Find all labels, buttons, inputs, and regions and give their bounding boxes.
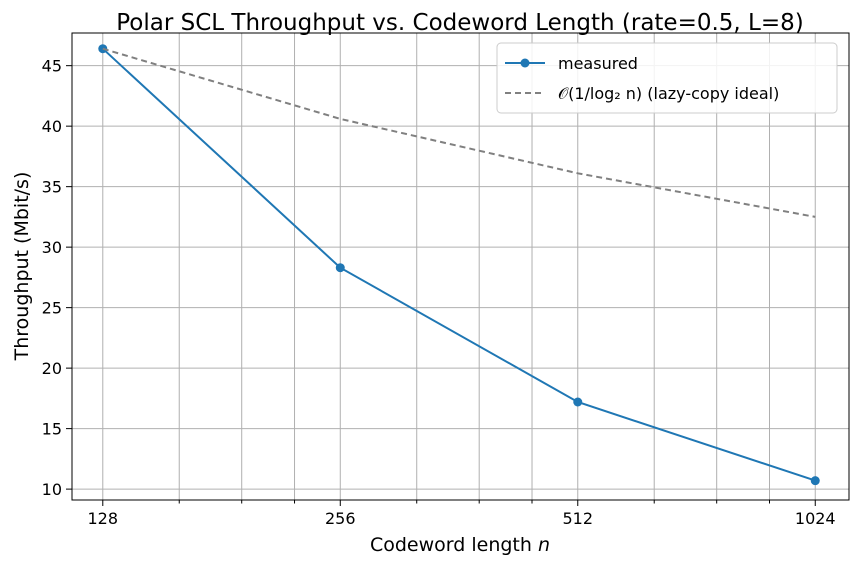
x-tick-label: 512 <box>562 509 593 528</box>
data-point-measured <box>573 397 583 407</box>
series-layer <box>98 44 820 486</box>
x-tick-label: 256 <box>325 509 356 528</box>
axes: 128 256 512 1024 10 15 20 25 30 35 40 45 <box>42 57 836 528</box>
data-point-measured <box>335 263 345 273</box>
y-tick-label: 45 <box>42 57 62 76</box>
y-tick-label: 30 <box>42 238 62 257</box>
y-axis-label: Throughput (Mbit/s) <box>11 172 33 362</box>
chart-title: Polar SCL Throughput vs. Codeword Length… <box>116 10 804 36</box>
legend-label-ideal: 𝒪(1/log₂ n) (lazy-copy ideal) <box>558 84 779 103</box>
data-point-measured <box>98 44 108 54</box>
y-tick-label: 20 <box>42 359 62 378</box>
x-axis-label-variable: n <box>538 534 550 556</box>
series-line-ideal <box>102 47 816 218</box>
x-axis-label-text: Codeword length <box>370 534 538 556</box>
x-axis-label: Codeword length n <box>370 534 550 556</box>
y-tick-label: 25 <box>42 299 62 318</box>
data-point-measured <box>810 476 820 486</box>
series-line-measured <box>102 47 816 482</box>
x-tick-label: 128 <box>88 509 119 528</box>
legend-marker-measured <box>520 58 530 68</box>
y-tick-label: 10 <box>42 480 62 499</box>
y-tick-label: 15 <box>42 420 62 439</box>
legend: measured 𝒪(1/log₂ n) (lazy-copy ideal) <box>496 42 838 114</box>
legend-label-measured: measured <box>558 54 638 73</box>
y-tick-label: 40 <box>42 117 62 136</box>
x-tick-label: 1024 <box>795 509 836 528</box>
legend-box <box>496 42 838 114</box>
plot-area-frame <box>71 32 850 501</box>
y-tick-label: 35 <box>42 178 62 197</box>
